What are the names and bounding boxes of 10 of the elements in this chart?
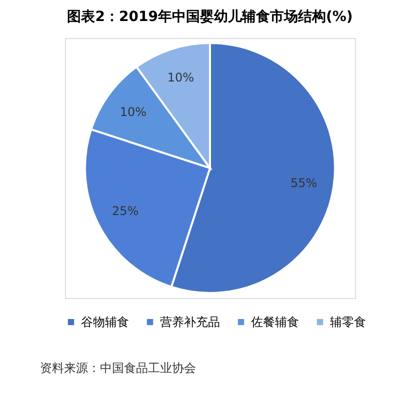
text: 资料来源：中国食品工业协会 [40, 361, 196, 375]
data-label: 55% [290, 176, 318, 190]
data-label: 10% [167, 70, 194, 85]
legend-label: 营养补充品 [160, 315, 220, 330]
data-label: 10% [120, 105, 146, 120]
legend-label: 佐餐辅食 [251, 315, 299, 330]
legend-label: 辅零食 [330, 315, 366, 330]
legend-label: 谷物辅食 [81, 315, 129, 330]
data-label: 25% [112, 204, 139, 218]
chart-title: 图表2：2019年中国婴幼儿辅食市场结构(%) [67, 8, 353, 25]
